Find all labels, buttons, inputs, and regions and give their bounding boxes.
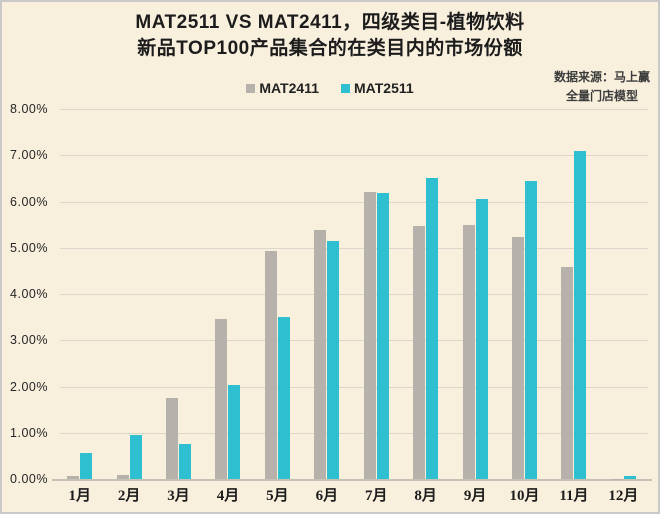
bar-group-m2 — [104, 109, 153, 479]
bar-mat2511-m8[interactable] — [426, 177, 439, 479]
bar-mat2411-m2[interactable] — [116, 474, 129, 479]
bar-mat2511-m6[interactable] — [327, 241, 340, 479]
gridline — [60, 386, 648, 388]
bar-group-m8 — [401, 109, 450, 479]
bar-mat2411-m11[interactable] — [561, 267, 574, 479]
bar-mat2511-m3[interactable] — [179, 444, 192, 479]
bar-group-m7 — [352, 109, 401, 479]
bar-mat2511-m10[interactable] — [525, 180, 537, 479]
x-tick-label: 5月 — [266, 488, 289, 504]
chart-title-line2: 新品TOP100产品集合的在类目内的市场份额 — [137, 38, 523, 59]
bar-mat2411-m8[interactable] — [413, 225, 426, 479]
bar-mat2411-m1[interactable] — [67, 475, 80, 479]
x-tick-label: 10月 — [509, 488, 540, 504]
x-tick-label: 4月 — [216, 488, 240, 504]
x-tick-label: 7月 — [364, 488, 388, 504]
bar-group-m9 — [450, 109, 499, 479]
y-tick-label: 6.00% — [10, 194, 48, 209]
data-source-note: 数据来源：马上赢 全量门店模型 — [554, 68, 650, 106]
gridline — [60, 294, 648, 295]
bar-group-m5 — [253, 109, 302, 479]
bar-mat2511-m4[interactable] — [228, 385, 241, 479]
bar-mat2411-m4[interactable] — [215, 318, 228, 479]
bar-group-m4 — [203, 109, 252, 479]
gridline — [60, 201, 648, 203]
bar-group-m1 — [55, 109, 104, 479]
gridline — [60, 155, 648, 157]
y-tick-label: 5.00% — [10, 240, 48, 255]
gridline — [60, 109, 648, 110]
x-tick-label: 2月 — [117, 488, 141, 504]
gridline — [60, 247, 648, 249]
bar-group-m12 — [599, 109, 648, 479]
bar-mat2511-m2[interactable] — [129, 435, 142, 479]
y-tick-label: 0.00% — [10, 472, 48, 486]
x-tick-label: 12月 — [608, 488, 639, 504]
y-tick-label: 8.00% — [10, 102, 48, 116]
data-source-line1: 数据来源：马上赢 — [553, 70, 650, 84]
bar-mat2511-m1[interactable] — [80, 452, 93, 479]
x-tick-label: 3月 — [167, 488, 190, 504]
bar-group-m3 — [154, 109, 203, 479]
bar-mat2511-m12[interactable] — [623, 476, 636, 479]
bar-mat2411-m7[interactable] — [363, 191, 376, 479]
x-tick-label: 6月 — [315, 488, 339, 504]
legend-item-mat2511[interactable]: MAT2511 — [341, 80, 414, 96]
bar-mat2411-m9[interactable] — [462, 224, 475, 479]
y-tick-label: 7.00% — [10, 148, 48, 163]
bar-mat2511-m7[interactable] — [376, 193, 389, 479]
y-tick-label: 3.00% — [10, 333, 48, 348]
bar-groups — [55, 109, 648, 479]
y-tick-label: 2.00% — [10, 379, 48, 394]
y-tick-label: 4.00% — [10, 287, 48, 301]
bar-group-m10 — [500, 109, 549, 479]
data-source-line2: 全量门店模型 — [565, 89, 638, 103]
gridline — [60, 432, 648, 434]
x-axis-line — [52, 479, 652, 481]
chart-title-line1: MAT2511 VS MAT2411，四级类目-植物饮料 — [135, 12, 525, 33]
x-axis-labels: 1月 2月 3月 4月 5月 6月 7月 8月 9月 10月 11月 12月 — [55, 484, 648, 505]
x-tick-label: 11月 — [559, 488, 589, 504]
legend-item-mat2411[interactable]: MAT2411 — [246, 80, 319, 96]
bar-mat2511-m9[interactable] — [475, 198, 488, 479]
legend-label: MAT2511 — [354, 80, 414, 96]
bar-mat2511-m5[interactable] — [277, 316, 290, 479]
y-tick-label: 1.00% — [10, 425, 48, 440]
legend-label: MAT2411 — [259, 80, 319, 96]
x-tick-label: 1月 — [68, 488, 91, 504]
bar-mat2411-m3[interactable] — [166, 398, 179, 479]
chart-title: MAT2511 VS MAT2411，四级类目-植物饮料 新品TOP100产品集… — [2, 10, 658, 62]
legend-swatch-icon — [341, 83, 350, 93]
x-tick-label: 8月 — [414, 488, 437, 504]
y-axis-labels: 0.00% 1.00% 2.00% 3.00% 4.00% 5.00% 6.00% 7.00%… — [2, 102, 48, 486]
legend-swatch-icon — [246, 83, 256, 93]
legend: MAT2411 MAT2511 — [2, 80, 658, 96]
bar-mat2511-m11[interactable] — [574, 150, 587, 479]
bar-mat2411-m10[interactable] — [512, 237, 524, 479]
bar-mat2411-m5[interactable] — [264, 251, 277, 479]
gridline — [60, 340, 648, 342]
bar-mat2411-m6[interactable] — [314, 230, 327, 479]
bar-group-m11 — [549, 109, 598, 479]
plot-area — [52, 109, 652, 481]
x-tick-label: 9月 — [463, 488, 487, 504]
bar-group-m6 — [302, 109, 351, 479]
